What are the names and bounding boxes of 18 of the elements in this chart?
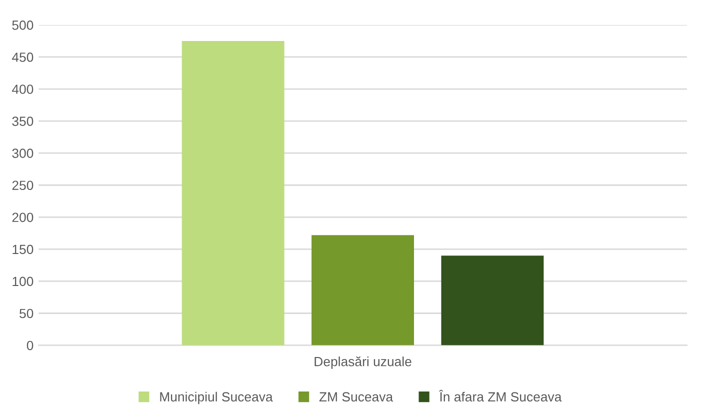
y-tick-label: 450 bbox=[12, 52, 34, 62]
y-tick-label: 0 bbox=[26, 340, 34, 350]
y-tick-label: 500 bbox=[12, 20, 34, 30]
y-tick-label: 350 bbox=[12, 116, 34, 126]
legend-label: ZM Suceava bbox=[319, 392, 394, 402]
legend-label: În afara ZM Suceava bbox=[438, 390, 562, 402]
y-tick-label: 50 bbox=[20, 308, 34, 318]
bar bbox=[312, 235, 414, 346]
legend-label: Municipiul Suceava bbox=[160, 392, 273, 404]
y-tick-label: 300 bbox=[12, 148, 34, 158]
bar bbox=[441, 256, 544, 346]
bar bbox=[182, 40, 284, 346]
y-tick-label: 250 bbox=[12, 180, 34, 190]
y-tick-label: 200 bbox=[12, 212, 34, 222]
y-tick-label: 400 bbox=[12, 84, 34, 94]
y-tick-label: 100 bbox=[12, 276, 34, 286]
y-tick-label: 150 bbox=[12, 244, 34, 254]
x-tick-label: Deplasări uzuale bbox=[314, 356, 412, 369]
